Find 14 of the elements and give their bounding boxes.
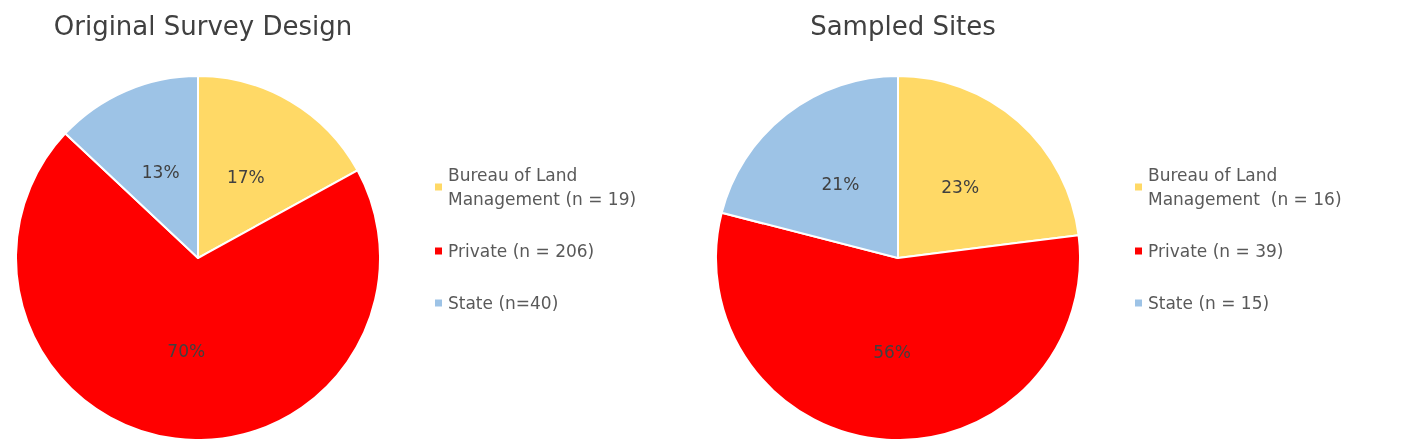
legend-label: Private (n = 39) bbox=[1148, 241, 1284, 261]
legend-label: State (n = 15) bbox=[1148, 293, 1270, 313]
data-label: 21% bbox=[821, 173, 860, 194]
legend-label: Bureau of Land Management (n = 16) bbox=[1148, 165, 1342, 209]
legend-label: Bureau of Land Management (n = 19) bbox=[448, 165, 637, 209]
data-label: 23% bbox=[941, 177, 980, 198]
data-label: 13% bbox=[141, 161, 180, 182]
data-label: 56% bbox=[873, 341, 911, 362]
chart-title: Original Survey Design bbox=[53, 11, 353, 41]
legend-label: Private (n = 206) bbox=[448, 241, 595, 261]
legend-label: State (n=40) bbox=[448, 293, 559, 313]
data-label: 17% bbox=[226, 167, 265, 188]
chart-title: Sampled Sites bbox=[810, 11, 996, 41]
data-label: 70% bbox=[167, 341, 206, 362]
